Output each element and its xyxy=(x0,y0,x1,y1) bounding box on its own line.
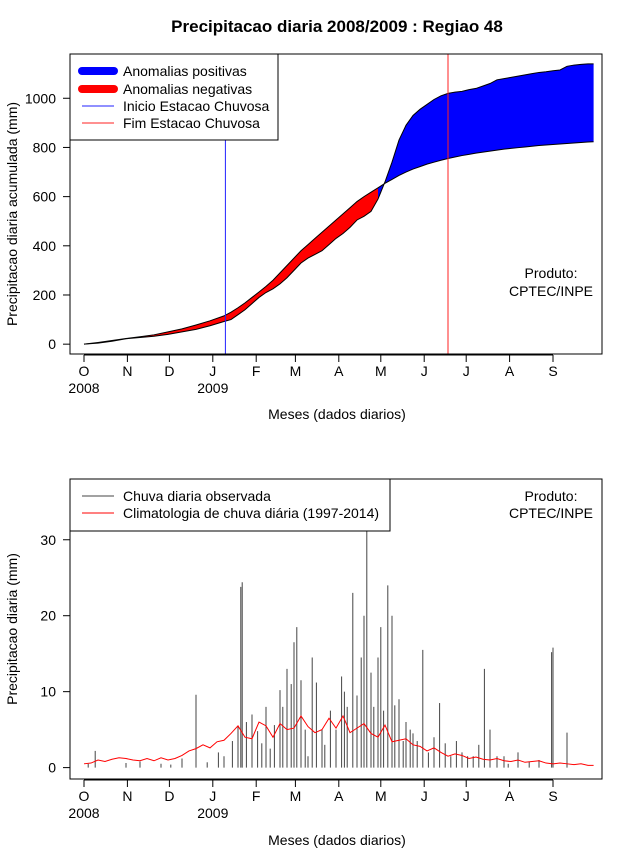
top-x-tick-label: S xyxy=(548,363,557,379)
climatology-cumulative-line xyxy=(83,141,594,345)
bottom-x-tick-label: J xyxy=(421,788,428,804)
top-y-tick-label: 600 xyxy=(33,189,57,205)
top-legend-label-end: Fim Estacao Chuvosa xyxy=(123,115,260,131)
bottom-x-tick-label: J xyxy=(209,788,216,804)
top-x-tick-label: J xyxy=(209,363,216,379)
top-x-tick-label: N xyxy=(122,363,132,379)
bottom-chart-legend: Chuva diaria observada Climatologia de c… xyxy=(69,478,391,532)
bottom-chart-xlabel: Meses (dados diarios) xyxy=(268,832,406,848)
bottom-chart-product-org: CPTEC/INPE xyxy=(509,505,593,521)
top-y-tick-label: 200 xyxy=(33,287,57,303)
top-chart-xlabel: Meses (dados diarios) xyxy=(268,406,406,422)
top-legend-label-positive: Anomalias positivas xyxy=(123,63,247,79)
top-x-tick-label: F xyxy=(252,363,261,379)
bottom-chart-plot-area xyxy=(83,528,594,768)
positive-anomaly-area xyxy=(378,63,594,200)
bottom-y-tick-label: 30 xyxy=(40,532,56,548)
bottom-x-tick-label: A xyxy=(334,788,344,804)
bottom-x-tick-label: N xyxy=(122,788,132,804)
bottom-year-label: 2008 xyxy=(68,805,99,821)
top-chart-legend: Anomalias positivas Anomalias negativas … xyxy=(69,53,279,141)
bottom-legend-label-climatology: Climatologia de chuva diária (1997-2014) xyxy=(123,505,379,521)
bottom-x-tick-label: M xyxy=(375,788,387,804)
bottom-legend-label-observed: Chuva diaria observada xyxy=(123,488,271,504)
top-x-tick-label: J xyxy=(463,363,470,379)
top-y-tick-label: 1000 xyxy=(25,90,56,106)
top-chart-title: Precipitacao diaria 2008/2009 : Regiao 4… xyxy=(171,17,503,36)
bottom-y-tick-label: 0 xyxy=(48,760,56,776)
bottom-x-tick-label: A xyxy=(505,788,515,804)
bottom-chart-ylabel: Precipitacao diaria (mm) xyxy=(4,553,20,705)
top-y-tick-label: 800 xyxy=(33,139,57,155)
top-x-tick-label: M xyxy=(290,363,302,379)
top-y-tick-label: 0 xyxy=(48,336,56,352)
observed-cumulative-line xyxy=(83,63,594,345)
top-x-tick-label: A xyxy=(505,363,515,379)
bottom-x-tick-label: J xyxy=(463,788,470,804)
bottom-y-tick-label: 20 xyxy=(40,608,56,624)
top-chart-product-org: CPTEC/INPE xyxy=(509,283,593,299)
negative-anomaly-area xyxy=(84,187,378,345)
top-year-label: 2008 xyxy=(68,380,99,396)
bottom-y-tick-label: 10 xyxy=(40,684,56,700)
bottom-year-label: 2009 xyxy=(197,805,228,821)
top-x-tick-label: D xyxy=(164,363,174,379)
top-chart-ylabel: Precipitacao diaria acumulada (mm) xyxy=(4,102,20,326)
bottom-x-tick-label: F xyxy=(252,788,261,804)
top-legend-label-start: Inicio Estacao Chuvosa xyxy=(123,98,270,114)
bottom-x-tick-label: S xyxy=(548,788,557,804)
top-x-tick-label: J xyxy=(421,363,428,379)
bottom-legend-box xyxy=(69,478,391,532)
top-x-tick-label: O xyxy=(79,363,90,379)
top-legend-label-negative: Anomalias negativas xyxy=(123,81,252,97)
top-x-tick-label: M xyxy=(375,363,387,379)
top-year-label: 2009 xyxy=(197,380,228,396)
bottom-x-tick-label: M xyxy=(290,788,302,804)
bottom-x-tick-label: D xyxy=(164,788,174,804)
bottom-chart-product-label: Produto: xyxy=(525,488,578,504)
top-y-tick-label: 400 xyxy=(33,238,57,254)
climatology-daily-line xyxy=(83,714,594,766)
top-chart-axes: O N D J F M A M J J A S 2008 2009 0 200 400 600 800 1000 xyxy=(25,90,558,396)
bottom-x-tick-label: O xyxy=(79,788,90,804)
top-x-tick-label: A xyxy=(334,363,344,379)
top-chart-product-label: Produto: xyxy=(525,265,578,281)
bottom-chart-axes: O N D J F M A M J J A S 2008 2009 0 10 20 30 xyxy=(40,532,557,821)
